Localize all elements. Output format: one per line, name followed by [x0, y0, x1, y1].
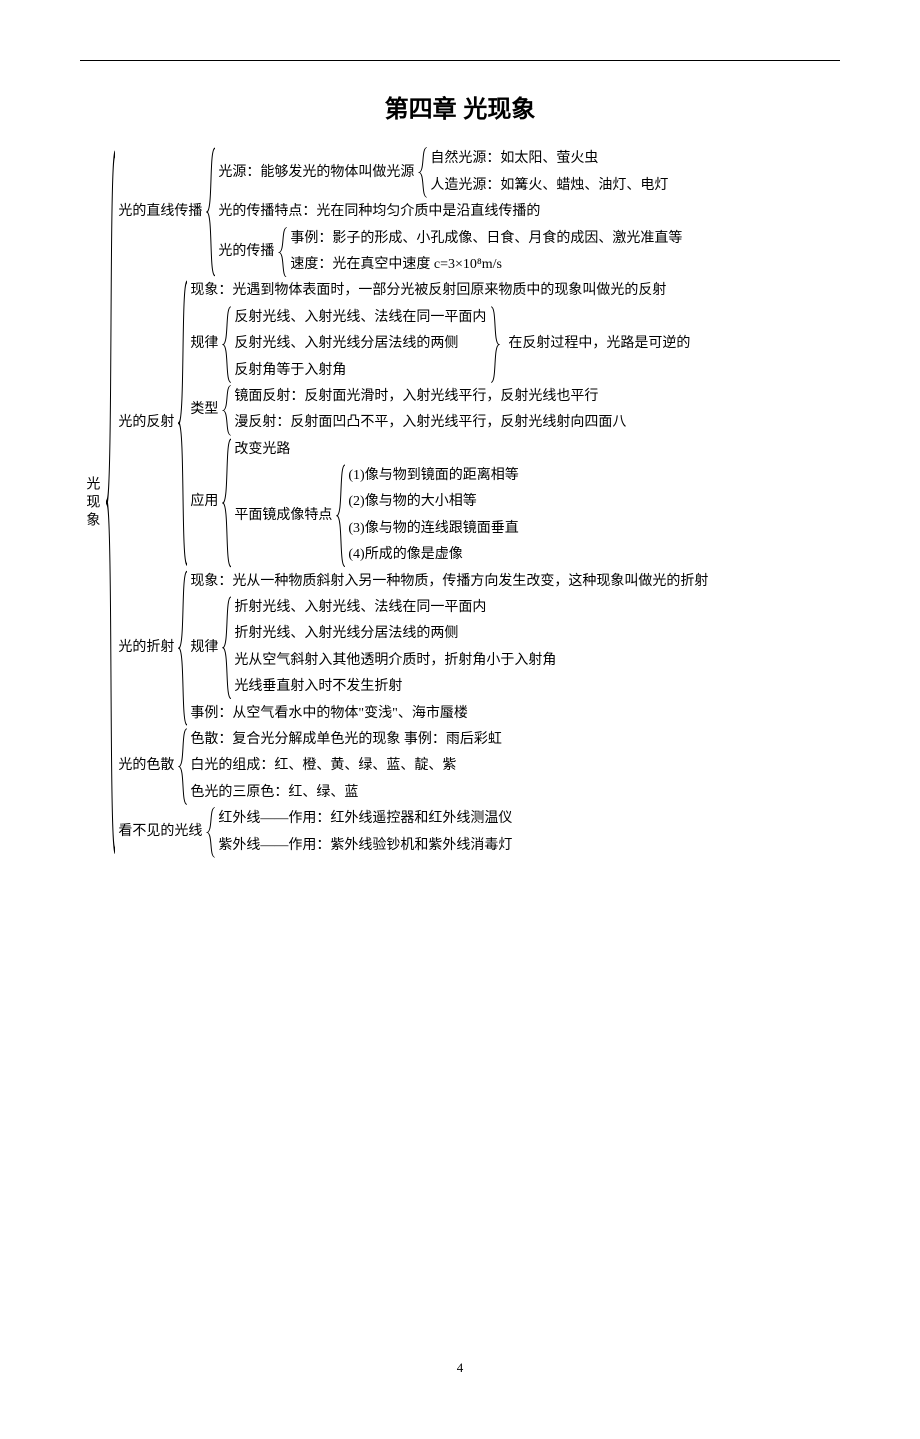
leaf: 光的传播: [218, 241, 276, 263]
leaf: (4)所成的像是虚像: [348, 543, 518, 567]
leaf: 规律: [190, 637, 220, 659]
leaf: 折射光线、入射光线、法线在同一平面内: [234, 596, 556, 620]
brace-icon: [278, 227, 288, 278]
leaf: 光从空气斜射入其他透明介质时，折射角小于入射角: [234, 649, 556, 673]
branch-mirror: 平面镜成像特点 (1)像与物到镜面的距离相等 (2)像与物的大小相等 (3)像与…: [234, 464, 518, 568]
branch-light-line: 光的直线传播 光源：能够发光的物体叫做光源 自然光源：如太阳、萤火虫 人造光源：…: [118, 147, 708, 277]
branch-label: 光的色散: [118, 755, 176, 777]
leaf: 速度：光在真空中速度 c=3×10⁸m/s: [290, 253, 682, 277]
leaf: (3)像与物的连线跟镜面垂直: [348, 517, 518, 541]
leaf: 改变光路: [234, 438, 518, 462]
leaf: 规律: [190, 333, 220, 355]
brace-icon: [222, 596, 232, 700]
leaf: 自然光源：如太阳、萤火虫: [430, 147, 668, 171]
leaf: 平面镜成像特点: [234, 505, 334, 527]
leaf: 反射光线、入射光线、法线在同一平面内: [234, 306, 486, 330]
branch-invisible: 看不见的光线 红外线——作用：红外线遥控器和红外线测温仪 紫外线——作用：紫外线…: [118, 807, 708, 858]
brace-icon: [206, 807, 216, 858]
leaf: 折射光线、入射光线分居法线的两侧: [234, 622, 556, 646]
leaf: 事例：从空气看水中的物体"变浅"、海市蜃楼: [190, 702, 708, 726]
leaf: 光的传播特点：光在同种均匀介质中是沿直线传播的: [218, 200, 682, 224]
leaf: 光源：能够发光的物体叫做光源: [218, 162, 416, 184]
leaf: 漫反射：反射面凹凸不平，入射光线平行，反射光线射向四面八: [234, 411, 626, 435]
leaf: 现象：光遇到物体表面时，一部分光被反射回原来物质中的现象叫做光的反射: [190, 279, 690, 303]
branch-label: 光的反射: [118, 412, 176, 434]
leaf: 光线垂直射入时不发生折射: [234, 675, 556, 699]
brace-icon: [178, 728, 188, 805]
brace-icon: [418, 147, 428, 198]
branch-source: 光源：能够发光的物体叫做光源 自然光源：如太阳、萤火虫 人造光源：如篝火、蜡烛、…: [218, 147, 682, 198]
leaf: 红外线——作用：红外线遥控器和红外线测温仪: [218, 807, 512, 831]
branch-reflection-law: 规律 反射光线、入射光线、法线在同一平面内 反射光线、入射光线分居法线的两侧 反…: [190, 306, 690, 383]
chapter-title: 第四章 光现象: [80, 91, 840, 129]
leaf: 反射光线、入射光线分居法线的两侧: [234, 332, 486, 356]
branch-dispersion: 光的色散 色散：复合光分解成单色光的现象 事例：雨后彩虹 白光的组成：红、橙、黄…: [118, 728, 708, 805]
brace-icon: [206, 147, 216, 277]
leaf: 人造光源：如篝火、蜡烛、油灯、电灯: [430, 174, 668, 198]
brace-right-icon: [490, 306, 500, 383]
leaf: (2)像与物的大小相等: [348, 490, 518, 514]
branch-refraction: 光的折射 现象：光从一种物质斜射入另一种物质，传播方向发生改变，这种现象叫做光的…: [118, 570, 708, 726]
branch-label: 光的折射: [118, 637, 176, 659]
branch-reflection-type: 类型 镜面反射：反射面光滑时，入射光线平行，反射光线也平行 漫反射：反射面凹凸不…: [190, 385, 690, 436]
tree-root: 光现象 光的直线传播 光源：能够发光的物体叫做光源 自然光源：如太阳、萤火虫 人…: [80, 147, 840, 858]
brace-icon: [106, 147, 116, 858]
leaf: 白光的组成：红、橙、黄、绿、蓝、靛、紫: [190, 754, 502, 778]
leaf: 现象：光从一种物质斜射入另一种物质，传播方向发生改变，这种现象叫做光的折射: [190, 570, 708, 594]
brace-icon: [222, 438, 232, 568]
branch-label: 看不见的光线: [118, 821, 204, 843]
brace-icon: [178, 570, 188, 726]
leaf: 紫外线——作用：紫外线验钞机和紫外线消毒灯: [218, 834, 512, 858]
branch-refraction-law: 规律 折射光线、入射光线、法线在同一平面内 折射光线、入射光线分居法线的两侧 光…: [190, 596, 708, 700]
leaf: 事例：影子的形成、小孔成像、日食、月食的成因、激光准直等: [290, 227, 682, 251]
leaf: 类型: [190, 399, 220, 421]
brace-icon: [178, 279, 188, 567]
leaf: 镜面反射：反射面光滑时，入射光线平行，反射光线也平行: [234, 385, 626, 409]
brace-icon: [222, 385, 232, 436]
branch-reflection-app: 应用 改变光路 平面镜成像特点 (1)像与物到镜面的距离相等 (2)像与物的大小…: [190, 438, 690, 568]
branch-label: 光的直线传播: [118, 201, 204, 223]
brace-icon: [222, 306, 232, 383]
leaf: 色光的三原色：红、绿、蓝: [190, 781, 502, 805]
leaf: 反射角等于入射角: [234, 359, 486, 383]
brace-icon: [336, 464, 346, 568]
leaf: 在反射过程中，光路是可逆的: [508, 333, 690, 355]
leaf: 应用: [190, 491, 220, 513]
leaf: 色散：复合光分解成单色光的现象 事例：雨后彩虹: [190, 728, 502, 752]
page-number: 4: [80, 1358, 840, 1379]
branch-propagation: 光的传播 事例：影子的形成、小孔成像、日食、月食的成因、激光准直等 速度：光在真…: [218, 227, 682, 278]
header-divider: [80, 60, 840, 61]
branch-reflection: 光的反射 现象：光遇到物体表面时，一部分光被反射回原来物质中的现象叫做光的反射 …: [118, 279, 708, 567]
root-label: 光现象: [80, 476, 104, 530]
leaf: (1)像与物到镜面的距离相等: [348, 464, 518, 488]
